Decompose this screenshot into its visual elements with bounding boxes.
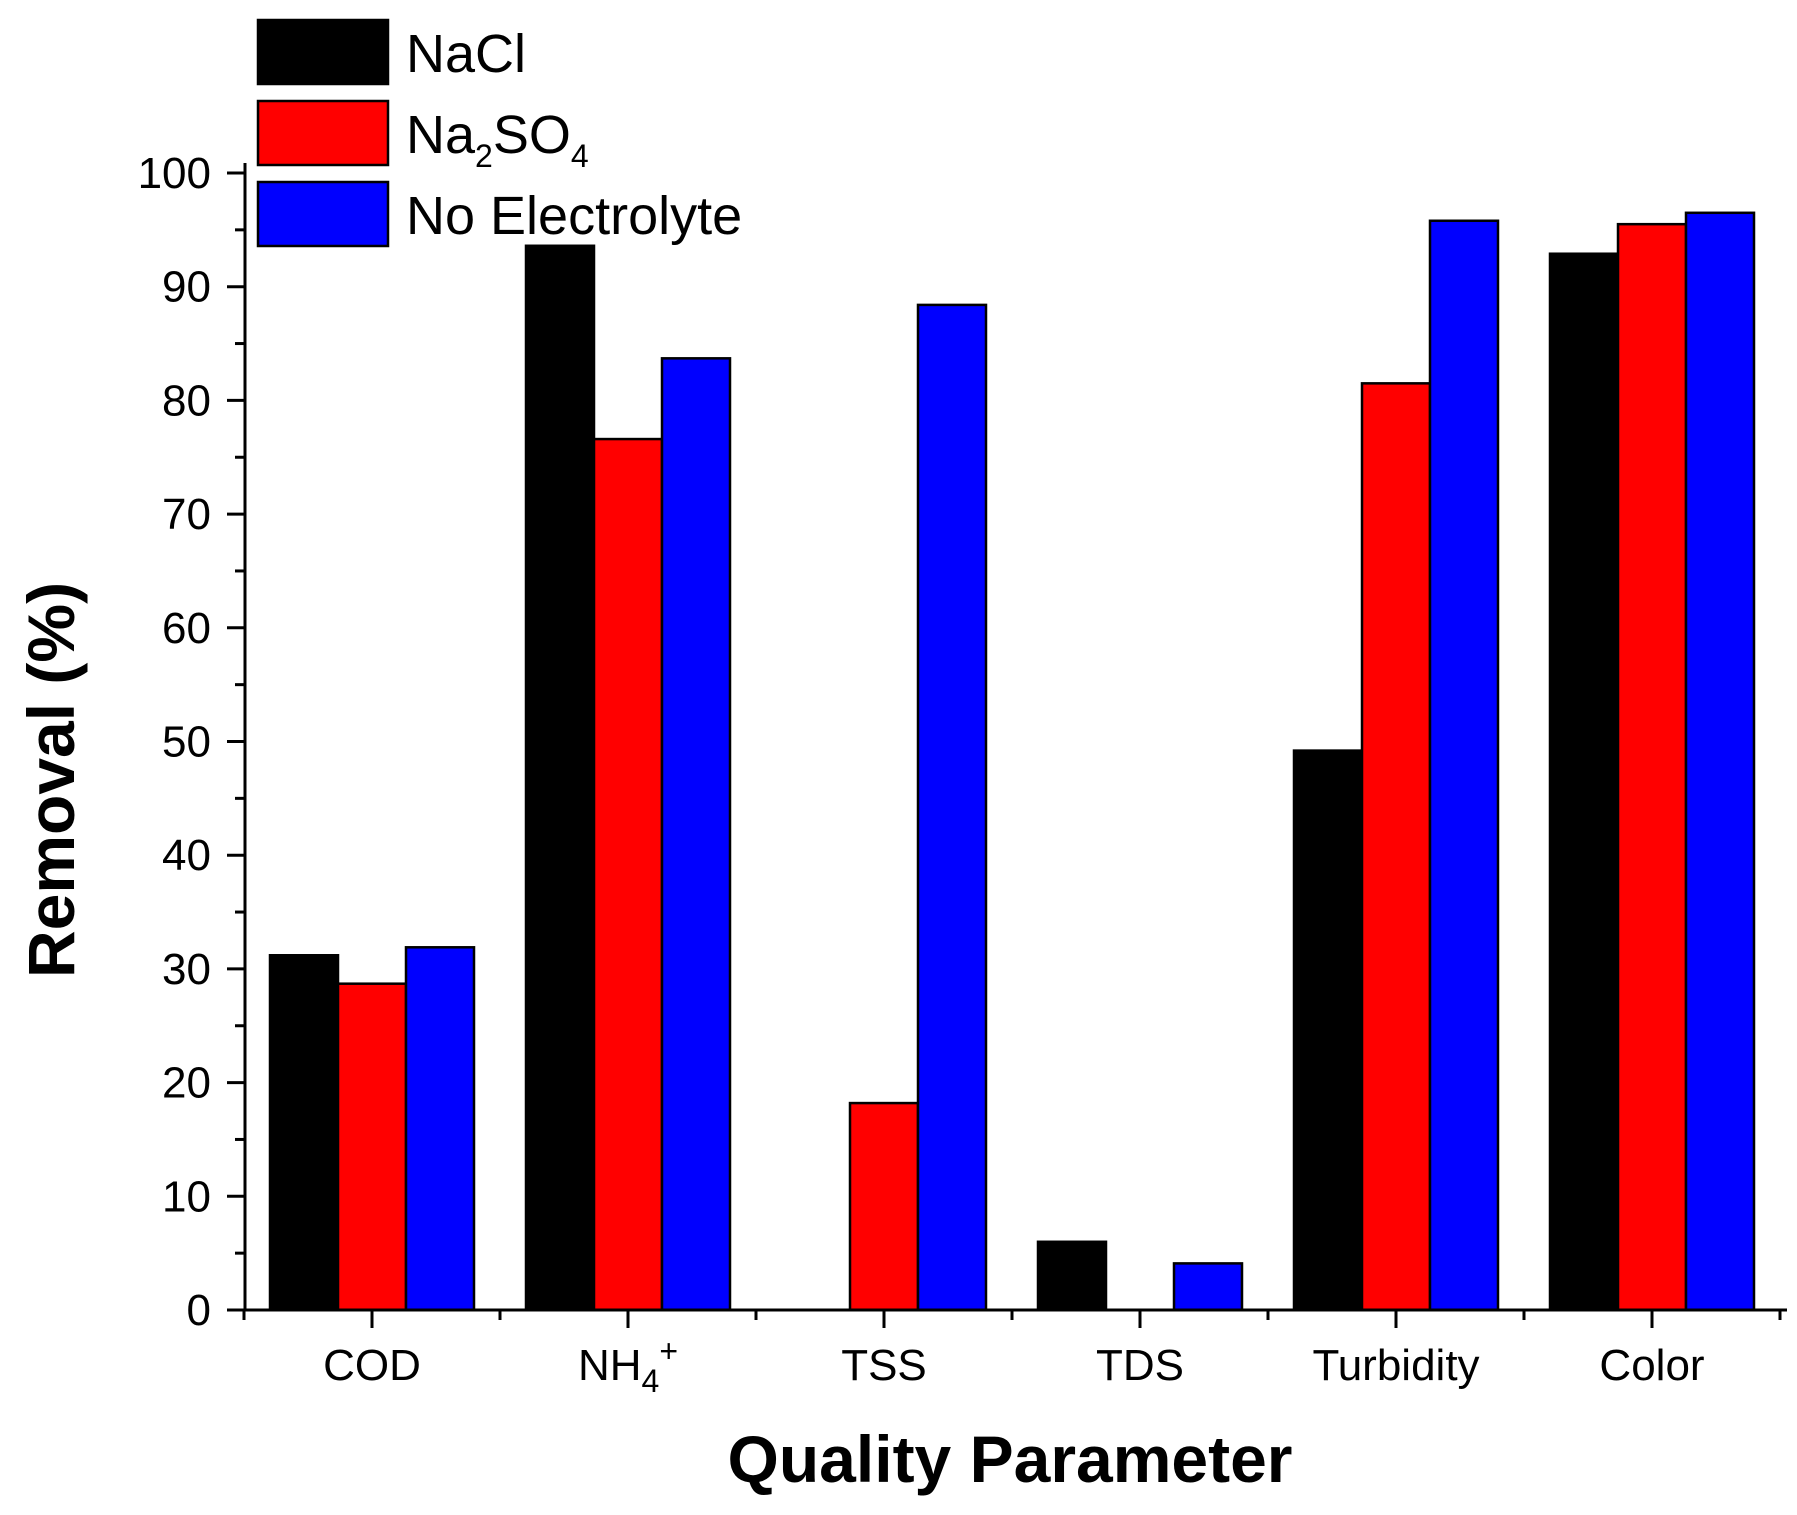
bar-nacl-color (1548, 252, 1620, 1312)
bar-no-electrolyte-turbidity (1428, 219, 1500, 1312)
x-tick-label: COD (323, 1341, 421, 1390)
y-tick-label: 20 (162, 1059, 211, 1108)
x-tick-label: TSS (841, 1341, 927, 1390)
bar-na2so4-nh (592, 437, 664, 1312)
legend: NaCl Na2SO4 No Electrolyte (256, 18, 742, 248)
x-tick-label: Color (1599, 1341, 1704, 1390)
bar-no-electrolyte-nh (660, 357, 732, 1312)
legend-swatch-na2so4 (256, 99, 390, 167)
bar-no-electrolyte-cod (404, 946, 476, 1312)
legend-swatch-no-electrolyte (256, 180, 390, 248)
axes-layer: 0 10 20 30 40 50 60 70 80 90 100 COD NH4+ TSS TDS Turbi… (138, 149, 1787, 1399)
bar-nacl-tds (1036, 1240, 1108, 1312)
legend-label: Na2SO4 (406, 105, 589, 174)
y-tick-label: 40 (162, 831, 211, 880)
bar-na2so4-cod (336, 982, 408, 1312)
bar-no-electrolyte-color (1684, 211, 1756, 1312)
bar-na2so4-tss (848, 1101, 920, 1312)
x-tick-label: NH4+ (578, 1333, 678, 1399)
y-tick-label: 30 (162, 945, 211, 994)
y-tick-label: 60 (162, 604, 211, 653)
y-tick-label: 80 (162, 376, 211, 425)
y-axis-title: Removal (%) (14, 582, 88, 978)
y-tick-label: 10 (162, 1172, 211, 1221)
bar-nacl-turbidity (1292, 749, 1364, 1312)
bar-nacl-nh (524, 244, 596, 1312)
y-tick-label: 70 (162, 490, 211, 539)
bar-no-electrolyte-tds (1172, 1262, 1244, 1312)
bar-na2so4-turbidity (1360, 382, 1432, 1312)
legend-swatch-nacl (256, 18, 390, 86)
y-tick-label: 0 (187, 1286, 211, 1335)
bar-no-electrolyte-tss (916, 303, 988, 1312)
x-tick-label: TDS (1096, 1341, 1184, 1390)
bars-layer (268, 211, 1756, 1312)
x-axis-title: Quality Parameter (728, 1422, 1293, 1496)
legend-label: NaCl (406, 24, 526, 84)
bar-na2so4-color (1616, 222, 1688, 1312)
y-tick-label: 50 (162, 718, 211, 767)
legend-label: No Electrolyte (406, 186, 742, 246)
y-tick-label: 90 (162, 263, 211, 312)
x-tick-label: Turbidity (1312, 1341, 1479, 1390)
bar-nacl-cod (268, 954, 340, 1312)
y-tick-label: 100 (138, 149, 211, 198)
